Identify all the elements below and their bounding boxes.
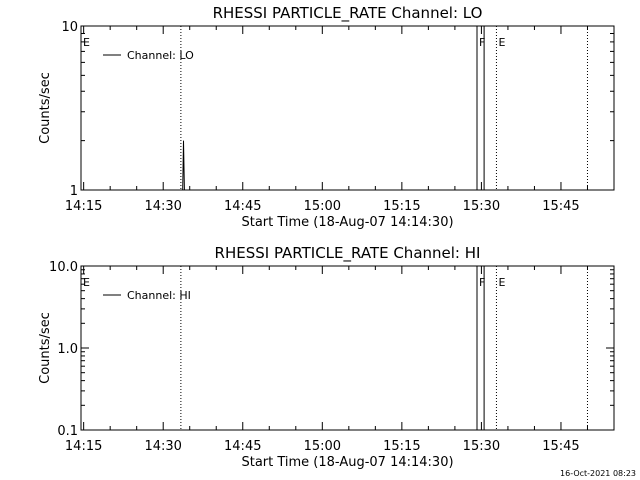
x-tick-label: 14:15 (65, 199, 102, 214)
x-tick-label: 15:45 (542, 439, 579, 454)
series-line (182, 25, 485, 191)
x-tick-label: 15:00 (304, 199, 341, 214)
event-marker-label: E (83, 36, 90, 49)
x-tick-label: 14:45 (224, 199, 261, 214)
chart-title: RHESSI PARTICLE_RATE Channel: HI (215, 244, 481, 263)
x-tick-label: 15:15 (383, 439, 420, 454)
event-marker-label: F (479, 276, 485, 289)
y-tick-label: 0.1 (57, 424, 78, 439)
x-tick-label: 14:30 (144, 199, 181, 214)
x-tick-label: 14:15 (65, 439, 102, 454)
event-marker-label: E (498, 36, 505, 49)
x-tick-label: 14:30 (144, 439, 181, 454)
chart-panel-1: RHESSI PARTICLE_RATE Channel: LO Start Ti… (38, 4, 615, 230)
event-marker-label: E (83, 276, 90, 289)
y-axis-label: Counts/sec (38, 312, 53, 384)
y-tick-label: 10 (61, 20, 78, 35)
event-marker-label: F (479, 36, 485, 49)
x-tick-label: 15:30 (463, 199, 500, 214)
x-axis-label: Start Time (18-Aug-07 14:14:30) (241, 455, 453, 470)
chart-title: RHESSI PARTICLE_RATE Channel: LO (213, 4, 483, 23)
event-marker-label: E (498, 276, 505, 289)
y-tick-label: 1.0 (57, 342, 78, 357)
legend-label: Channel: HI (127, 289, 191, 302)
x-tick-label: 15:30 (463, 439, 500, 454)
y-tick-label: 1 (70, 184, 78, 199)
chart-panel-2: RHESSI PARTICLE_RATE Channel: HI Start Ti… (38, 244, 615, 470)
x-axis-label: Start Time (18-Aug-07 14:14:30) (241, 215, 453, 230)
series-line (476, 265, 485, 430)
legend-label: Channel: LO (127, 49, 194, 62)
x-tick-label: 15:00 (304, 439, 341, 454)
x-tick-label: 15:45 (542, 199, 579, 214)
x-tick-label: 15:15 (383, 199, 420, 214)
y-axis-label: Counts/sec (38, 72, 53, 144)
y-tick-label: 10.0 (49, 260, 78, 275)
x-tick-label: 14:45 (224, 439, 261, 454)
